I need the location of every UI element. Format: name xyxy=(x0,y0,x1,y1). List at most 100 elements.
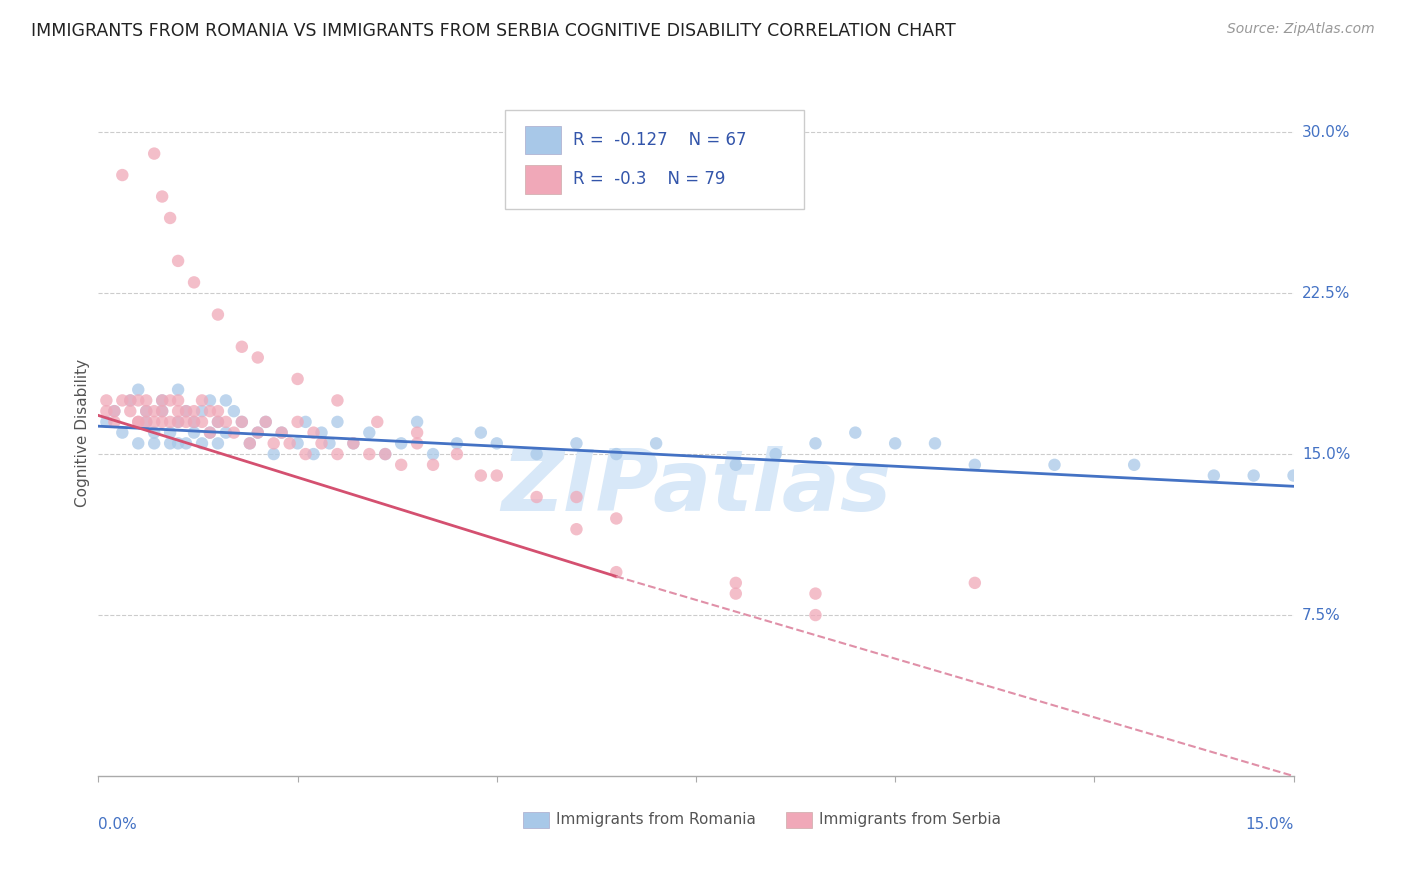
Point xyxy=(485,436,508,450)
Point xyxy=(287,372,309,386)
Text: 15.0%: 15.0% xyxy=(1302,447,1350,461)
Point xyxy=(96,393,118,408)
Point xyxy=(239,436,262,450)
Point xyxy=(374,447,396,461)
Point xyxy=(605,511,627,525)
Point xyxy=(207,415,229,429)
Point xyxy=(389,458,412,472)
Point xyxy=(198,404,221,418)
Point xyxy=(159,425,181,440)
Point xyxy=(342,436,364,450)
Point xyxy=(103,415,125,429)
Point xyxy=(342,436,364,450)
Point xyxy=(120,393,142,408)
Point xyxy=(422,458,444,472)
Point xyxy=(374,447,396,461)
Point xyxy=(326,393,349,408)
Point xyxy=(96,404,118,418)
Point xyxy=(311,425,333,440)
Point xyxy=(302,447,325,461)
Point xyxy=(526,490,548,504)
Point xyxy=(135,393,157,408)
Point xyxy=(150,404,173,418)
Text: 15.0%: 15.0% xyxy=(1246,817,1294,832)
Point xyxy=(406,425,429,440)
Text: 7.5%: 7.5% xyxy=(1302,607,1340,623)
Point xyxy=(605,565,627,579)
Point xyxy=(207,404,229,418)
Point xyxy=(120,404,142,418)
Point xyxy=(1043,458,1066,472)
Point xyxy=(318,436,340,450)
Text: 0.0%: 0.0% xyxy=(98,817,138,832)
Text: Immigrants from Serbia: Immigrants from Serbia xyxy=(820,813,1001,828)
Point xyxy=(605,447,627,461)
Point xyxy=(159,415,181,429)
Text: 22.5%: 22.5% xyxy=(1302,285,1350,301)
Point xyxy=(470,468,492,483)
Point xyxy=(159,436,181,450)
Point xyxy=(326,415,349,429)
Point xyxy=(254,415,277,429)
Point xyxy=(150,415,173,429)
Point xyxy=(526,447,548,461)
Point xyxy=(143,404,166,418)
Point xyxy=(270,425,292,440)
Point xyxy=(765,447,787,461)
Point xyxy=(143,436,166,450)
Point xyxy=(174,415,197,429)
Point xyxy=(294,415,316,429)
Point xyxy=(326,447,349,461)
FancyBboxPatch shape xyxy=(523,813,548,828)
Point xyxy=(207,415,229,429)
Point xyxy=(135,404,157,418)
Point xyxy=(183,415,205,429)
Point xyxy=(231,415,253,429)
Point xyxy=(183,415,205,429)
Point xyxy=(278,436,301,450)
Point xyxy=(183,404,205,418)
Point xyxy=(150,189,173,203)
Point xyxy=(446,447,468,461)
Point xyxy=(174,404,197,418)
Point xyxy=(963,458,986,472)
Point xyxy=(167,253,190,268)
Point xyxy=(263,447,285,461)
Point xyxy=(565,522,588,536)
Point xyxy=(804,608,827,623)
Point xyxy=(143,146,166,161)
Point xyxy=(174,436,197,450)
Point xyxy=(207,308,229,322)
FancyBboxPatch shape xyxy=(505,110,804,210)
Point xyxy=(135,415,157,429)
Point xyxy=(143,415,166,429)
FancyBboxPatch shape xyxy=(524,126,561,154)
Point xyxy=(215,415,238,429)
Point xyxy=(270,425,292,440)
Point xyxy=(222,425,245,440)
Point xyxy=(135,404,157,418)
Point xyxy=(844,425,866,440)
Point xyxy=(111,168,134,182)
Point xyxy=(174,404,197,418)
Point xyxy=(103,404,125,418)
Point xyxy=(263,436,285,450)
Point xyxy=(246,351,269,365)
Point xyxy=(724,458,747,472)
Point xyxy=(111,425,134,440)
Point xyxy=(222,404,245,418)
Point xyxy=(1202,468,1225,483)
Point xyxy=(183,425,205,440)
Point xyxy=(127,415,149,429)
Point xyxy=(884,436,907,450)
Text: ZIPatlas: ZIPatlas xyxy=(501,446,891,529)
Text: R =  -0.3    N = 79: R = -0.3 N = 79 xyxy=(572,170,725,188)
Point xyxy=(167,415,190,429)
Point xyxy=(724,575,747,590)
Point xyxy=(963,575,986,590)
Point xyxy=(127,383,149,397)
Point xyxy=(446,436,468,450)
Point xyxy=(231,415,253,429)
Point xyxy=(215,425,238,440)
Point xyxy=(191,436,214,450)
